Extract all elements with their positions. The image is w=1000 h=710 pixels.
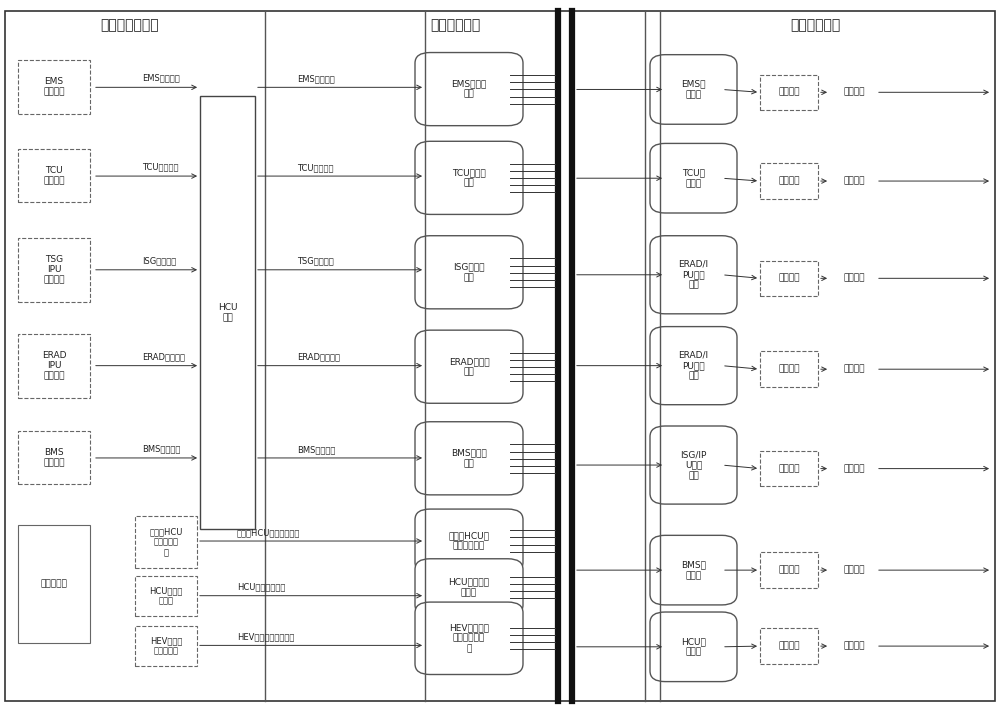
FancyBboxPatch shape — [18, 149, 90, 202]
Text: 故障应对处理: 故障应对处理 — [790, 18, 840, 32]
Text: ISG/IP
U响应
映射: ISG/IP U响应 映射 — [680, 450, 707, 480]
Text: BMS响
应映射: BMS响 应映射 — [681, 560, 706, 580]
FancyBboxPatch shape — [650, 535, 737, 605]
FancyBboxPatch shape — [760, 261, 818, 296]
FancyBboxPatch shape — [200, 96, 255, 529]
Text: TCU响
应映射: TCU响 应映射 — [682, 168, 705, 188]
Text: BMS触发的
响应: BMS触发的 响应 — [451, 449, 487, 468]
FancyBboxPatch shape — [760, 351, 818, 387]
Text: BMS故障级别: BMS故障级别 — [297, 445, 335, 454]
Text: 响应仲裁: 响应仲裁 — [778, 365, 800, 373]
Text: ERAD触发的
响应: ERAD触发的 响应 — [449, 357, 489, 376]
Text: EMS
故障检测: EMS 故障检测 — [43, 77, 65, 97]
Text: 响应仲裁: 响应仲裁 — [778, 642, 800, 650]
Text: BMS故障级别: BMS故障级别 — [142, 444, 180, 453]
Text: 零部件故障检测: 零部件故障检测 — [101, 18, 159, 32]
Text: 响应仲裁: 响应仲裁 — [778, 88, 800, 97]
Text: 响应仲裁: 响应仲裁 — [778, 566, 800, 574]
Text: EMS故障级别: EMS故障级别 — [297, 75, 335, 83]
Text: HCU通信触发
的相信: HCU通信触发 的相信 — [448, 577, 490, 597]
Text: 配件及HCU硬件故障级别: 配件及HCU硬件故障级别 — [237, 528, 300, 537]
FancyBboxPatch shape — [415, 53, 523, 126]
Text: 配件及HCU
硬件故障检
测: 配件及HCU 硬件故障检 测 — [149, 528, 183, 557]
Text: ISG故障级别: ISG故障级别 — [142, 256, 176, 265]
FancyBboxPatch shape — [760, 552, 818, 588]
Text: 响应措施: 响应措施 — [843, 464, 865, 473]
Text: 响应措施: 响应措施 — [843, 88, 865, 97]
Text: TCU
故障检测: TCU 故障检测 — [43, 166, 65, 185]
FancyBboxPatch shape — [415, 509, 523, 573]
FancyBboxPatch shape — [760, 75, 818, 110]
Text: 配件及HCU硬
件触发的响应: 配件及HCU硬 件触发的响应 — [448, 531, 490, 551]
FancyBboxPatch shape — [135, 576, 197, 616]
FancyBboxPatch shape — [760, 628, 818, 664]
Text: ERAD/I
PU响应
映射: ERAD/I PU响应 映射 — [678, 351, 709, 381]
Text: HEV整车系统故障级别: HEV整车系统故障级别 — [237, 633, 294, 641]
Text: 响应措施: 响应措施 — [843, 566, 865, 574]
Text: HEV整车系
统故障检测: HEV整车系 统故障检测 — [150, 636, 182, 655]
FancyBboxPatch shape — [415, 236, 523, 309]
Text: ISG触发的
响应: ISG触发的 响应 — [453, 263, 485, 282]
FancyBboxPatch shape — [760, 451, 818, 486]
Text: 响应措施: 响应措施 — [843, 642, 865, 650]
Text: TSG故障级别: TSG故障级别 — [297, 257, 334, 266]
FancyBboxPatch shape — [650, 143, 737, 213]
FancyBboxPatch shape — [18, 431, 90, 484]
Text: 响应措施: 响应措施 — [843, 365, 865, 373]
Text: TCU故障级别: TCU故障级别 — [142, 163, 179, 171]
FancyBboxPatch shape — [415, 602, 523, 674]
Text: EMS故障级别: EMS故障级别 — [142, 74, 180, 82]
FancyBboxPatch shape — [415, 141, 523, 214]
FancyBboxPatch shape — [760, 163, 818, 199]
Text: ERAD故障级别: ERAD故障级别 — [297, 353, 340, 361]
FancyBboxPatch shape — [650, 426, 737, 504]
Text: 响应仲裁: 响应仲裁 — [778, 464, 800, 473]
FancyBboxPatch shape — [650, 612, 737, 682]
FancyBboxPatch shape — [5, 11, 995, 701]
FancyBboxPatch shape — [18, 334, 90, 398]
Text: BMS
故障检测: BMS 故障检测 — [43, 448, 65, 467]
FancyBboxPatch shape — [415, 422, 523, 495]
Text: TCU触发的
响应: TCU触发的 响应 — [452, 168, 486, 187]
FancyBboxPatch shape — [18, 238, 90, 302]
Text: 响应措施: 响应措施 — [843, 177, 865, 185]
Text: HCU通信故障级别: HCU通信故障级别 — [237, 583, 285, 591]
Text: 故障响应仲裁: 故障响应仲裁 — [430, 18, 480, 32]
Text: HCU通信故
障检测: HCU通信故 障检测 — [149, 586, 183, 606]
Text: ERAD故障级别: ERAD故障级别 — [142, 352, 185, 361]
Text: EMS触发的
响应: EMS触发的 响应 — [451, 80, 487, 99]
Text: 故障存储器: 故障存储器 — [41, 579, 67, 589]
FancyBboxPatch shape — [650, 55, 737, 124]
FancyBboxPatch shape — [415, 559, 523, 616]
Text: TSG
IPU
故障检测: TSG IPU 故障检测 — [43, 255, 65, 285]
Text: HCU响
应映射: HCU响 应映射 — [681, 637, 706, 657]
FancyBboxPatch shape — [18, 525, 90, 643]
FancyBboxPatch shape — [650, 236, 737, 314]
Text: ERAD/I
PU响应
映射: ERAD/I PU响应 映射 — [678, 260, 709, 290]
FancyBboxPatch shape — [18, 60, 90, 114]
FancyBboxPatch shape — [135, 626, 197, 666]
Text: ERAD
IPU
故障检测: ERAD IPU 故障检测 — [42, 351, 66, 381]
Text: 响应措施: 响应措施 — [843, 274, 865, 283]
Text: 响应仲裁: 响应仲裁 — [778, 274, 800, 283]
FancyBboxPatch shape — [650, 327, 737, 405]
Text: HEV整车系统
故障触发的响
应: HEV整车系统 故障触发的响 应 — [449, 623, 489, 653]
Text: HCU
确认: HCU 确认 — [218, 302, 237, 322]
Text: 响应仲裁: 响应仲裁 — [778, 177, 800, 185]
FancyBboxPatch shape — [415, 330, 523, 403]
FancyBboxPatch shape — [135, 516, 197, 568]
Text: TCU故障级别: TCU故障级别 — [297, 163, 334, 172]
Text: EMS响
应映射: EMS响 应映射 — [681, 80, 706, 99]
